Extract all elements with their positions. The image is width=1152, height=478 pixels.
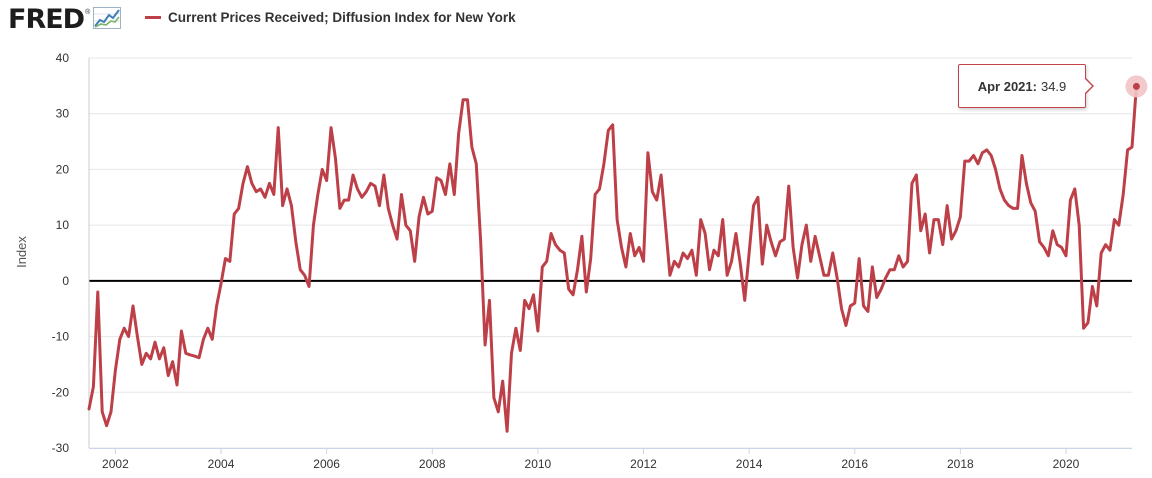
logo-registered-mark: ® (85, 8, 91, 16)
y-tick-label: 20 (56, 162, 70, 176)
tooltip-arrow-fill (1084, 78, 1092, 94)
series-line (87, 84, 1138, 433)
fred-logo[interactable]: FRED ® (8, 4, 122, 35)
data-tooltip: Apr 2021: 34.9 (958, 64, 1086, 108)
y-tick-label: 0 (62, 274, 69, 288)
logo-text: FRED (8, 4, 85, 35)
x-axis: 2002 2004 2006 2008 2010 2012 2014 2016 2018 2020 (89, 448, 1132, 471)
y-tick-label: 40 (56, 51, 70, 65)
y-tick-label: -20 (52, 385, 70, 399)
x-tick-label: 2004 (208, 457, 235, 471)
chart-trend-icon (93, 6, 122, 34)
legend-label: Current Prices Received; Diffusion Index… (168, 10, 516, 25)
grid-lines (89, 57, 1132, 449)
x-tick-label: 2018 (947, 457, 974, 471)
x-tick-label: 2002 (102, 457, 129, 471)
x-tick-label: 2016 (841, 457, 868, 471)
series-legend[interactable]: Current Prices Received; Diffusion Index… (145, 10, 516, 25)
x-tick-label: 2012 (630, 457, 657, 471)
y-tick-label: 30 (56, 107, 70, 121)
series-layer (87, 84, 1138, 433)
y-axis: 40 30 20 10 0 -10 -20 -30 (52, 51, 90, 455)
y-tick-label: -30 (52, 441, 70, 455)
chart-header: FRED ® Current Prices Received; Diffusio… (0, 0, 1152, 44)
hover-marker (1125, 75, 1148, 98)
x-tick-label: 2014 (736, 457, 763, 471)
x-tick-label: 2008 (419, 457, 446, 471)
x-tick-label: 2020 (1053, 457, 1080, 471)
x-tick-label: 2006 (313, 457, 340, 471)
y-tick-label: 10 (56, 218, 70, 232)
tooltip-value: 34.9 (1040, 78, 1067, 94)
marker-point (1132, 82, 1140, 90)
legend-swatch (145, 16, 161, 19)
x-tick-label: 2010 (525, 457, 552, 471)
y-tick-label: -10 (52, 330, 70, 344)
tooltip-date: Apr 2021: (977, 78, 1037, 94)
y-axis-title: Index (14, 236, 29, 268)
